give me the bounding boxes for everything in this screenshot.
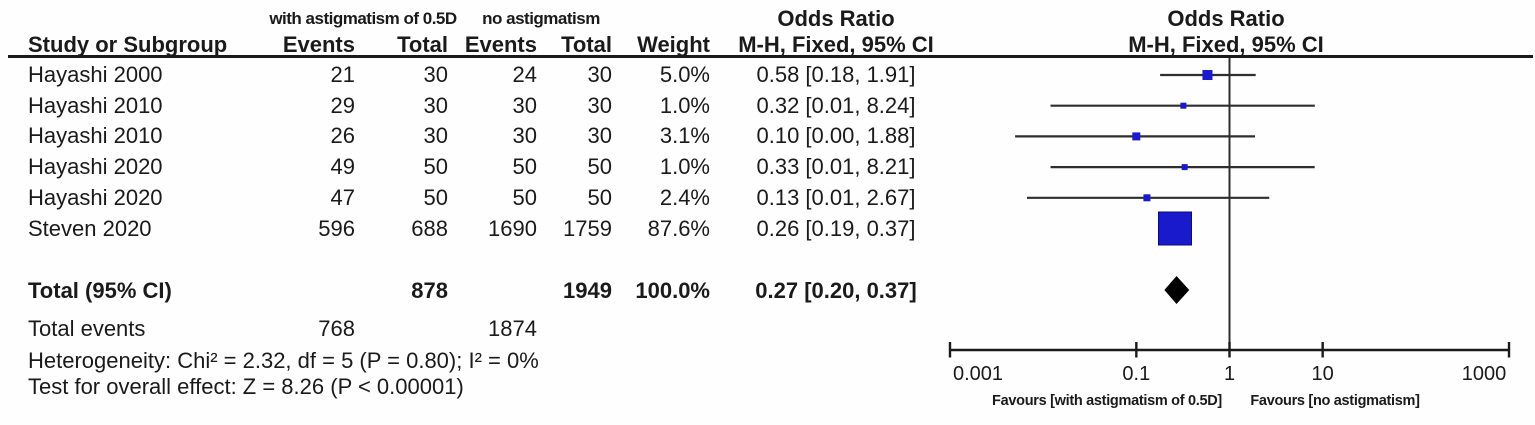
axis-tick-label: 10 [1312, 363, 1334, 385]
cell-or: 0.33 [0.01, 8.21] [756, 154, 916, 180]
total-events-value1: 768 [318, 316, 355, 341]
cell-weight: 2.4% [659, 184, 710, 210]
study-label: Hayashi 2000 [28, 62, 163, 87]
study-label: Hayashi 2020 [28, 184, 163, 210]
header-study: Study or Subgroup [28, 32, 228, 57]
cell-events2: 1690 [488, 215, 537, 241]
cell-or: 0.10 [0.00, 1.88] [756, 123, 916, 149]
cell-events1: 26 [330, 123, 355, 149]
header-weight: Weight [637, 32, 710, 57]
cell-weight: 87.6% [647, 215, 710, 241]
cell-events1: 47 [330, 184, 355, 210]
or-column-title: Odds Ratio [777, 6, 895, 31]
heterogeneity-text: Heterogeneity: Chi² = 2.32, df = 5 (P = … [28, 348, 539, 373]
axis-tick-label: 0.001 [953, 363, 1003, 385]
cell-events2: 24 [512, 62, 537, 87]
cell-events1: 49 [330, 154, 355, 180]
cell-total2: 50 [587, 154, 612, 180]
cell-total1: 30 [423, 92, 448, 118]
total-events-row: Total events 768 1874 [0, 315, 1535, 343]
group-header-astigmatism: with astigmatism of 0.5D [269, 9, 457, 28]
cell-weight: 5.0% [659, 62, 710, 87]
cell-weight: 3.1% [659, 123, 710, 149]
cell-events1: 29 [330, 92, 355, 118]
table-row: Hayashi 2020 49 50 50 50 1.0% 0.33 [0.01… [0, 153, 1535, 181]
cell-or: 0.13 [0.01, 2.67] [756, 184, 916, 210]
cell-events2: 30 [512, 123, 537, 149]
plot-column-subtitle: M-H, Fixed, 95% CI [1128, 32, 1324, 57]
table-header-row: Study or Subgroup Events Total Events To… [0, 31, 1535, 59]
cell-or: 0.58 [0.18, 1.91] [756, 62, 916, 87]
table-row: Steven 2020 596 688 1690 1759 87.6% 0.26… [0, 215, 1535, 243]
cell-total2: 50 [587, 184, 612, 210]
plot-column-title: Odds Ratio [1167, 6, 1285, 31]
group-header-no-astigmatism: no astigmatism [482, 9, 600, 28]
cell-total2: 30 [587, 123, 612, 149]
table-row: Hayashi 2010 29 30 30 30 1.0% 0.32 [0.01… [0, 92, 1535, 120]
study-label: Hayashi 2010 [28, 92, 163, 118]
header-events2: Events [464, 32, 537, 57]
cell-total1: 50 [423, 184, 448, 210]
total-or: 0.27 [0.20, 0.37] [755, 278, 917, 303]
cell-total1: 688 [411, 215, 448, 241]
favours-right-label: Favours [no astigmatism] [1250, 393, 1420, 409]
or-square-marker [1157, 211, 1192, 246]
cell-weight: 1.0% [659, 92, 710, 118]
total-events-value2: 1874 [488, 316, 537, 341]
total-total1: 878 [411, 278, 448, 303]
axis-tick-label: 1 [1224, 363, 1235, 385]
study-label: Steven 2020 [28, 215, 152, 241]
header-total2: Total [561, 32, 612, 57]
or-square-marker [1143, 194, 1151, 202]
total-weight: 100.0% [635, 278, 710, 303]
cell-events1: 21 [330, 62, 355, 87]
header-rule [8, 55, 1533, 58]
cell-or: 0.26 [0.19, 0.37] [756, 215, 916, 241]
or-square-marker [1181, 164, 1188, 171]
table-row: Hayashi 2020 47 50 50 50 2.4% 0.13 [0.01… [0, 184, 1535, 212]
or-square-marker [1180, 102, 1187, 109]
cell-events2: 30 [512, 92, 537, 118]
favours-left-label: Favours [with astigmatism of 0.5D] [992, 393, 1222, 409]
table-row: Hayashi 2000 21 30 24 30 5.0% 0.58 [0.18… [0, 61, 1535, 89]
cell-weight: 1.0% [659, 154, 710, 180]
cell-events2: 50 [512, 154, 537, 180]
cell-events2: 50 [512, 184, 537, 210]
overall-effect-text: Test for overall effect: Z = 8.26 (P < 0… [28, 374, 464, 399]
or-column-subtitle: M-H, Fixed, 95% CI [738, 32, 934, 57]
total-diamond [1164, 276, 1190, 304]
total-row: Total (95% CI) 878 1949 100.0% 0.27 [0.2… [0, 277, 1535, 305]
cell-total1: 30 [423, 123, 448, 149]
total-total2: 1949 [563, 278, 612, 303]
table-row: Hayashi 2010 26 30 30 30 3.1% 0.10 [0.00… [0, 122, 1535, 150]
cell-or: 0.32 [0.01, 8.24] [756, 92, 916, 118]
or-square-marker [1202, 70, 1213, 80]
axis-tick-label: 1000 [1462, 363, 1507, 385]
study-label: Hayashi 2020 [28, 154, 163, 180]
or-square-marker [1132, 132, 1141, 141]
cell-total1: 50 [423, 154, 448, 180]
total-events-label: Total events [28, 316, 146, 341]
cell-events1: 596 [318, 215, 355, 241]
cell-total2: 30 [587, 92, 612, 118]
axis-tick-label: 0.1 [1122, 363, 1150, 385]
study-label: Hayashi 2010 [28, 123, 163, 149]
cell-total1: 30 [423, 62, 448, 87]
cell-total2: 1759 [563, 215, 612, 241]
total-label: Total (95% CI) [28, 278, 172, 303]
header-events1: Events [282, 32, 355, 57]
header-total1: Total [397, 32, 448, 57]
cell-total2: 30 [587, 62, 612, 87]
